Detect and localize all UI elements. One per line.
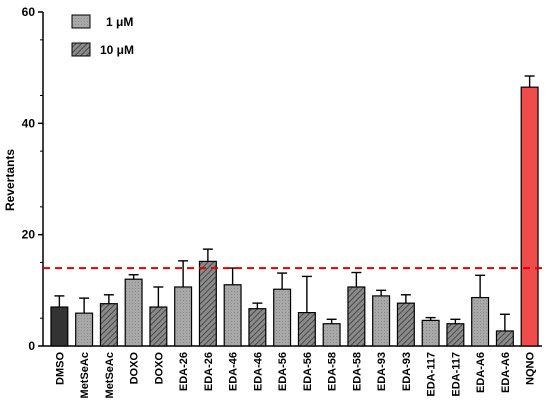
legend: 1 μM 10 μM	[71, 14, 134, 57]
x-tick-label: EDA-93	[401, 352, 413, 391]
x-tick-label: EDA-26	[178, 352, 190, 391]
x-tick-label: EDA-46	[252, 352, 264, 391]
bar	[471, 296, 490, 347]
legend-swatch-10um	[71, 42, 91, 57]
x-tick-label: MetSeAc	[79, 352, 91, 398]
bar	[347, 286, 366, 347]
bar	[50, 306, 69, 347]
bar	[248, 308, 267, 347]
bar	[446, 323, 465, 347]
bar	[297, 312, 316, 347]
bar	[198, 260, 217, 347]
y-tick-label: 20	[22, 228, 36, 242]
bar	[322, 323, 341, 347]
y-tick-label: 0	[28, 339, 35, 353]
bar	[396, 302, 415, 347]
bar	[99, 303, 118, 347]
legend-swatch-1um	[71, 14, 91, 29]
bar	[75, 312, 94, 347]
x-tick-label: MetSeAc	[104, 352, 116, 398]
x-tick-label: EDA-117	[450, 352, 462, 397]
x-tick-label: EDA-93	[376, 352, 388, 391]
x-tick-label: EDA-56	[302, 352, 314, 391]
x-tick-label: NQNO	[525, 352, 537, 385]
x-tick-label: EDA-26	[203, 352, 215, 391]
bar	[520, 86, 539, 347]
x-tick-label: EDA-A6	[500, 352, 512, 393]
y-tick-label: 60	[22, 5, 36, 19]
x-tick-label: DOXO	[129, 352, 141, 385]
bar	[421, 319, 440, 347]
bar	[149, 306, 168, 347]
bar	[223, 284, 242, 347]
y-tick-label: 40	[22, 116, 36, 130]
x-tick-label: EDA-117	[426, 352, 438, 397]
x-tick-label: EDA-58	[327, 352, 339, 391]
x-tick-label: DOXO	[153, 352, 165, 385]
x-tick-label: EDA-58	[351, 352, 363, 391]
legend-label-1um: 1 μM	[106, 15, 133, 29]
x-tick-label: EDA-46	[228, 352, 240, 391]
x-tick-label: EDA-56	[277, 352, 289, 391]
bar	[495, 330, 514, 347]
bar	[273, 288, 292, 347]
y-axis-title: Revertants	[3, 149, 17, 211]
bar	[372, 295, 391, 347]
bar	[124, 278, 143, 347]
x-tick-label: DMSO	[54, 352, 66, 385]
x-tick-label: EDA-A6	[475, 352, 487, 393]
legend-label-10um: 10 μM	[100, 43, 134, 57]
bar	[174, 286, 193, 347]
